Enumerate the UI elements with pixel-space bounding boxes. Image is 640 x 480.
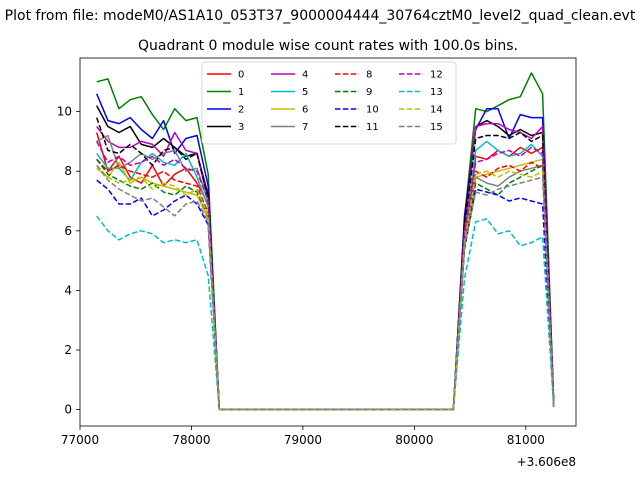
legend-label-5: 5 xyxy=(302,87,308,98)
legend-label-0: 0 xyxy=(238,70,244,81)
axes-frame xyxy=(79,57,577,427)
legend-label-11: 11 xyxy=(366,122,379,133)
series-line-15 xyxy=(96,164,555,411)
x-tick-label: 77000 xyxy=(61,433,99,447)
x-offset-label: +3.606e8 xyxy=(517,455,576,469)
legend-label-12: 12 xyxy=(430,70,443,81)
legend-label-8: 8 xyxy=(366,70,372,81)
chart-title: Quadrant 0 module wise count rates with … xyxy=(138,38,518,54)
legend-label-10: 10 xyxy=(366,105,379,116)
x-tick-label: 78000 xyxy=(172,433,210,447)
legend-label-14: 14 xyxy=(430,105,443,116)
x-tick-label: 81000 xyxy=(507,433,545,447)
legend-label-1: 1 xyxy=(238,87,244,98)
legend-label-3: 3 xyxy=(238,122,244,133)
series-line-14 xyxy=(96,164,555,411)
x-tick-label: 80000 xyxy=(395,433,433,447)
x-tick-label: 79000 xyxy=(284,433,322,447)
legend-label-15: 15 xyxy=(430,122,443,133)
plot-area xyxy=(95,72,555,411)
legend-label-13: 13 xyxy=(430,87,443,98)
y-tick-label: 6 xyxy=(64,224,72,238)
y-tick-label: 10 xyxy=(57,105,72,119)
legend-label-6: 6 xyxy=(302,105,308,116)
legend-frame xyxy=(201,61,457,145)
figure-suptitle: Plot from file: modeM0/AS1A10_053T37_900… xyxy=(5,8,636,24)
y-tick-label: 8 xyxy=(64,164,72,178)
y-tick-label: 0 xyxy=(64,403,72,417)
y-tick-label: 4 xyxy=(64,283,72,297)
legend-label-2: 2 xyxy=(238,105,244,116)
y-tick-label: 2 xyxy=(64,343,72,357)
legend-label-4: 4 xyxy=(302,70,308,81)
legend-label-7: 7 xyxy=(302,122,308,133)
legend-label-9: 9 xyxy=(366,87,372,98)
